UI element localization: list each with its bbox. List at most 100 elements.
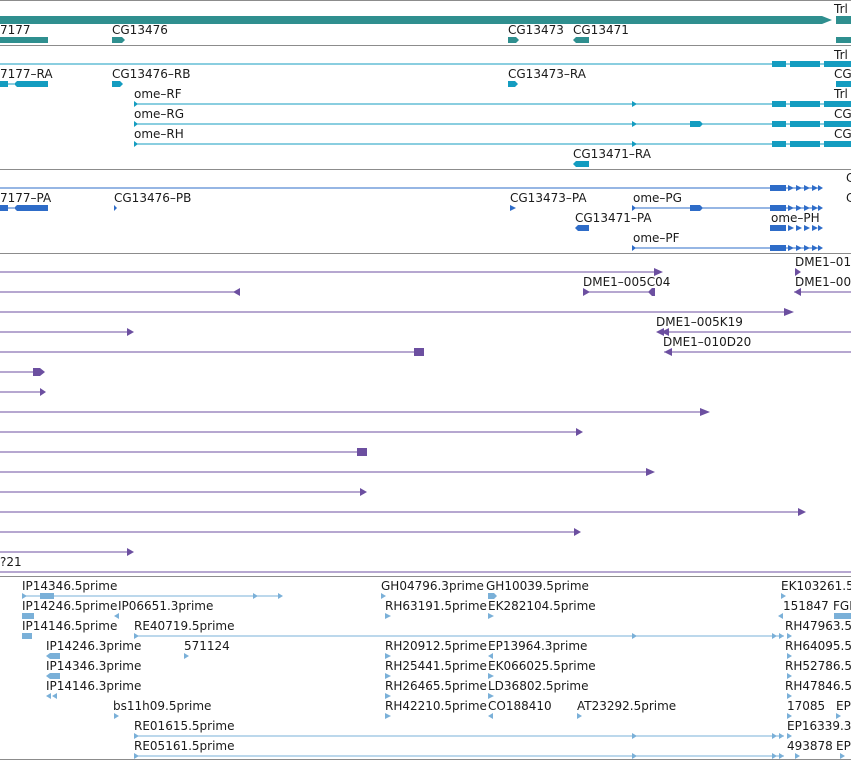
transcript-ome-rh[interactable] [134,141,851,147]
est-co188410[interactable] [488,713,493,719]
clone-row-10[interactable] [0,448,367,456]
transcript-ome-rf[interactable] [134,101,851,107]
est-label-ld36802-5prime: LD36802.5prime [488,679,589,693]
clone-dme1-010d20[interactable] [664,348,851,356]
est-ip14346-5prime[interactable] [22,593,283,599]
est-ep-b[interactable] [840,753,845,759]
clone-row-4[interactable] [0,328,134,336]
clone-row-11[interactable] [0,468,655,476]
est-label-rh47963: RH47963.5 [785,619,851,633]
protein-cg13476-pb[interactable] [114,205,117,211]
est-label-rh52786: RH52786.5 [785,659,851,673]
gene-cg-right-feature[interactable] [836,37,851,43]
est-label-ep16339: EP16339.3 [787,719,851,733]
est-rh42210-5prime[interactable] [385,713,391,719]
est-ip14146-3prime[interactable] [46,693,57,699]
transcript-cg13471-ra[interactable] [573,161,589,167]
protein-ome-pf[interactable] [632,245,823,251]
est-gh10039-5prime[interactable] [488,593,497,599]
est-label-ip14246-3prime: IP14246.3prime [46,639,141,653]
transcript-labels: Trl 7177–RA CG13476–RB CG13473–RA CG ome… [0,48,851,161]
est-571124[interactable] [184,653,189,659]
transcript-cg17177-ra[interactable] [0,81,48,87]
clone-row-2[interactable] [0,288,240,296]
transcript-ome-rg[interactable] [134,121,851,127]
est-rh25441-5prime[interactable] [385,673,391,679]
clone-row-3[interactable] [0,308,794,316]
est-gh04796-3prime[interactable] [381,593,386,599]
est-rh63191-5prime[interactable] [385,613,391,619]
gene-cg13476-feature[interactable] [112,37,125,43]
clone-dme1-00[interactable] [794,288,851,296]
clone-dme1-01[interactable] [795,268,801,276]
est-label-ek103261: EK103261.5 [781,579,851,593]
est-ep-a[interactable] [836,713,841,719]
transcript-trl-r1[interactable] [0,61,851,67]
est-label-re40719-5prime: RE40719.5prime [134,619,235,633]
gene-trl[interactable] [0,16,851,24]
est-re01615-5prime[interactable] [134,733,784,739]
est-rh20912-5prime[interactable] [385,653,391,659]
est-rh64095[interactable] [787,653,792,659]
protein-cg13473-pa[interactable] [510,205,516,211]
clone-dme1-005c04[interactable] [583,288,655,296]
protein-trl-p1[interactable] [0,185,823,191]
protein-ome-pg[interactable] [632,205,823,211]
clone-row-5[interactable] [0,348,424,356]
clone-row-7[interactable] [0,388,46,396]
protein-track [0,185,823,251]
protein-label-cg13476-pb: CG13476–PB [114,191,191,205]
clone-row-12[interactable] [0,488,367,496]
protein-label-cg17177-pa: 7177–PA [0,191,52,205]
est-493878[interactable] [795,753,800,759]
protein-cg17177-pa[interactable] [0,205,48,211]
est-ep13964-3prime[interactable] [488,653,493,659]
gene-labels: 7177 CG13476 CG13473 CG13471 Trl [0,2,848,37]
transcript-cg13476-rb[interactable] [112,81,123,87]
clone-dme1-005k19[interactable] [656,328,851,336]
clone-row-6[interactable] [0,368,45,376]
est-151847[interactable] [778,613,783,619]
est-ip14146-5prime[interactable] [22,633,32,639]
est-17085[interactable] [787,713,792,719]
est-ek282104-5prime[interactable] [488,613,494,619]
est-bs11h09-5prime[interactable] [114,713,119,719]
est-label-ep-b: EP [836,739,851,753]
gene-cg17177-feature[interactable] [0,37,48,43]
est-rh26465-5prime[interactable] [385,693,391,699]
est-fgi[interactable] [834,613,851,619]
clone-row-9[interactable] [0,428,583,436]
est-ek066025-5prime[interactable] [488,673,494,679]
est-ip14246-3prime[interactable] [46,653,60,659]
gene-cg13471-feature[interactable] [573,37,589,43]
est-rh47963[interactable] [787,633,792,639]
est-rh47846[interactable] [787,693,792,699]
transcript-label-cg-r2: CG [834,67,851,81]
est-label-at23292-5prime: AT23292.5prime [577,699,676,713]
clone-row-14[interactable] [0,528,581,536]
gene-cg13473-feature[interactable] [508,37,519,43]
est-ld36802-5prime[interactable] [488,693,494,699]
est-label-rh42210-5prime: RH42210.5prime [385,699,487,713]
protein-ome-ph[interactable] [770,225,823,231]
est-ip14246-5prime[interactable] [22,613,34,619]
transcript-cg13473-ra[interactable] [508,81,518,87]
est-ek103261[interactable] [781,593,786,599]
est-label-17085: 17085 [787,699,825,713]
est-rh52786[interactable] [787,673,792,679]
transcript-cg-r2[interactable] [836,81,851,87]
clone-row-8[interactable] [0,408,710,416]
clone-row-1[interactable] [0,268,663,276]
transcript-label-cg17177-ra: 7177–RA [0,67,53,81]
protein-label-c1: C [846,171,851,185]
est-re40719-5prime[interactable] [134,633,784,639]
protein-cg13471-pa[interactable] [575,225,589,231]
est-ep16339[interactable] [787,733,792,739]
clone-row-13[interactable] [0,508,806,516]
est-ip06651-3prime[interactable] [114,613,119,619]
est-ip14346-3prime[interactable] [46,673,60,679]
est-label-ek282104-5prime: EK282104.5prime [488,599,596,613]
est-at23292-5prime[interactable] [577,713,582,719]
clone-row-15[interactable] [0,548,134,556]
est-re05161-5prime[interactable] [134,753,784,759]
